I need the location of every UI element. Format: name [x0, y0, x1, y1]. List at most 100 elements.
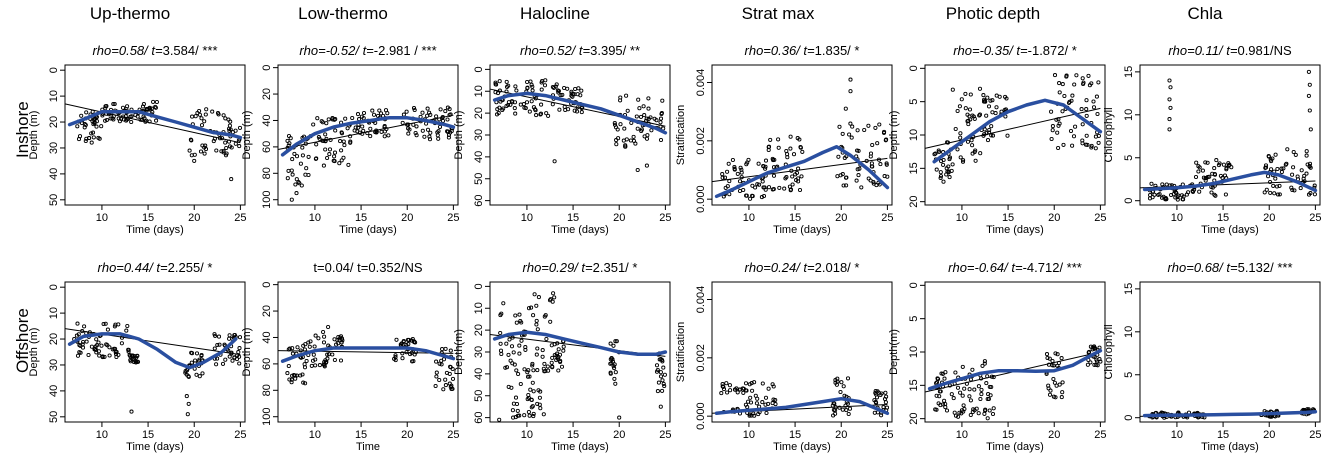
data-point [722, 175, 728, 180]
data-point [846, 411, 851, 417]
data-point [197, 357, 202, 362]
data-point [524, 100, 530, 105]
x-tick-label: 25 [1309, 212, 1321, 224]
data-point [237, 335, 243, 340]
data-point [343, 116, 348, 121]
data-point [1176, 193, 1181, 198]
data-point [198, 149, 204, 154]
y-tick-label: 40 [261, 331, 273, 343]
data-point [634, 114, 639, 119]
data-point [227, 336, 232, 341]
data-point [290, 373, 295, 378]
data-point [224, 145, 229, 151]
data-point [969, 138, 974, 143]
plot-frame [1139, 281, 1321, 423]
data-point [237, 125, 243, 130]
data-point [319, 119, 324, 124]
data-point [968, 412, 973, 418]
data-point [987, 408, 992, 413]
data-point [783, 176, 788, 181]
panel-offshore-halocline: rho=0.29/ t=2.351/ * 10 15 20 25 Time (days) 0… [453, 260, 672, 453]
panel-stat-label: rho=0.36/ t=1.835/ * [745, 43, 860, 58]
data-point [638, 114, 644, 119]
data-point [447, 371, 452, 376]
y-axis-label: Depth (m) [28, 328, 40, 377]
data-point [148, 107, 153, 112]
data-point [1044, 352, 1050, 357]
data-point [1148, 193, 1153, 198]
y-tick-label: 10 [473, 85, 485, 97]
data-point [533, 108, 538, 113]
data-point [855, 167, 860, 172]
data-point [978, 396, 983, 402]
data-point [771, 397, 776, 402]
y-tick-label: 40 [48, 168, 60, 180]
data-point [990, 98, 995, 103]
data-point [797, 137, 802, 142]
data-point [504, 341, 509, 346]
x-tick-label: 20 [188, 429, 200, 441]
data-point [761, 185, 766, 190]
data-point [190, 351, 195, 356]
data-point [434, 370, 439, 375]
data-point [135, 359, 141, 364]
data-point [1268, 179, 1273, 185]
data-point [732, 387, 738, 392]
data-point [443, 109, 448, 114]
y-tick-label: 20 [908, 196, 920, 208]
data-point [1085, 142, 1090, 147]
data-point [223, 140, 228, 145]
y-tick-label: 80 [261, 384, 273, 396]
x-tick-label: 15 [1217, 429, 1229, 441]
data-point [549, 360, 554, 365]
x-tick-label: 15 [355, 429, 367, 441]
data-point [503, 365, 508, 370]
data-point [1164, 182, 1169, 187]
panel-inshore-low-thermo: rho=-0.52/ t=-2.981 / *** 10 15 20 25 Time (d… [241, 43, 460, 236]
data-point [300, 145, 305, 150]
data-point [838, 389, 843, 395]
data-point [528, 387, 533, 392]
data-point [965, 139, 971, 144]
data-point [625, 108, 630, 113]
data-point [958, 135, 963, 140]
data-point [1268, 157, 1273, 162]
data-point [934, 393, 939, 398]
x-tick-label: 15 [567, 212, 579, 224]
data-point [967, 107, 973, 112]
data-point [631, 138, 637, 143]
x-tick-label: 10 [96, 429, 108, 441]
data-point [287, 141, 292, 146]
data-point [960, 393, 965, 398]
data-point [529, 305, 534, 310]
data-point [427, 137, 433, 142]
data-point [1273, 152, 1278, 157]
data-point [788, 187, 794, 192]
data-point [551, 85, 556, 90]
data-point [285, 176, 290, 181]
data-point [755, 182, 760, 187]
data-point [1090, 345, 1095, 350]
data-point [236, 350, 241, 355]
data-point [658, 374, 664, 379]
plot-frame [64, 281, 246, 423]
data-point [550, 355, 555, 360]
data-point [847, 132, 852, 137]
data-point [967, 387, 972, 392]
data-point [661, 365, 666, 370]
data-point [1080, 122, 1085, 127]
data-point [636, 97, 641, 102]
x-tick-label: 10 [1171, 429, 1183, 441]
data-point [649, 128, 654, 133]
data-point [355, 112, 361, 117]
data-point [1214, 158, 1219, 163]
data-point [126, 349, 131, 354]
y-tick-label: 10 [473, 302, 485, 314]
data-point [513, 313, 518, 318]
data-point [371, 112, 377, 117]
data-point [529, 397, 534, 403]
data-point [1053, 395, 1058, 400]
data-point [120, 105, 126, 110]
data-point [77, 350, 82, 355]
data-point [556, 368, 561, 373]
